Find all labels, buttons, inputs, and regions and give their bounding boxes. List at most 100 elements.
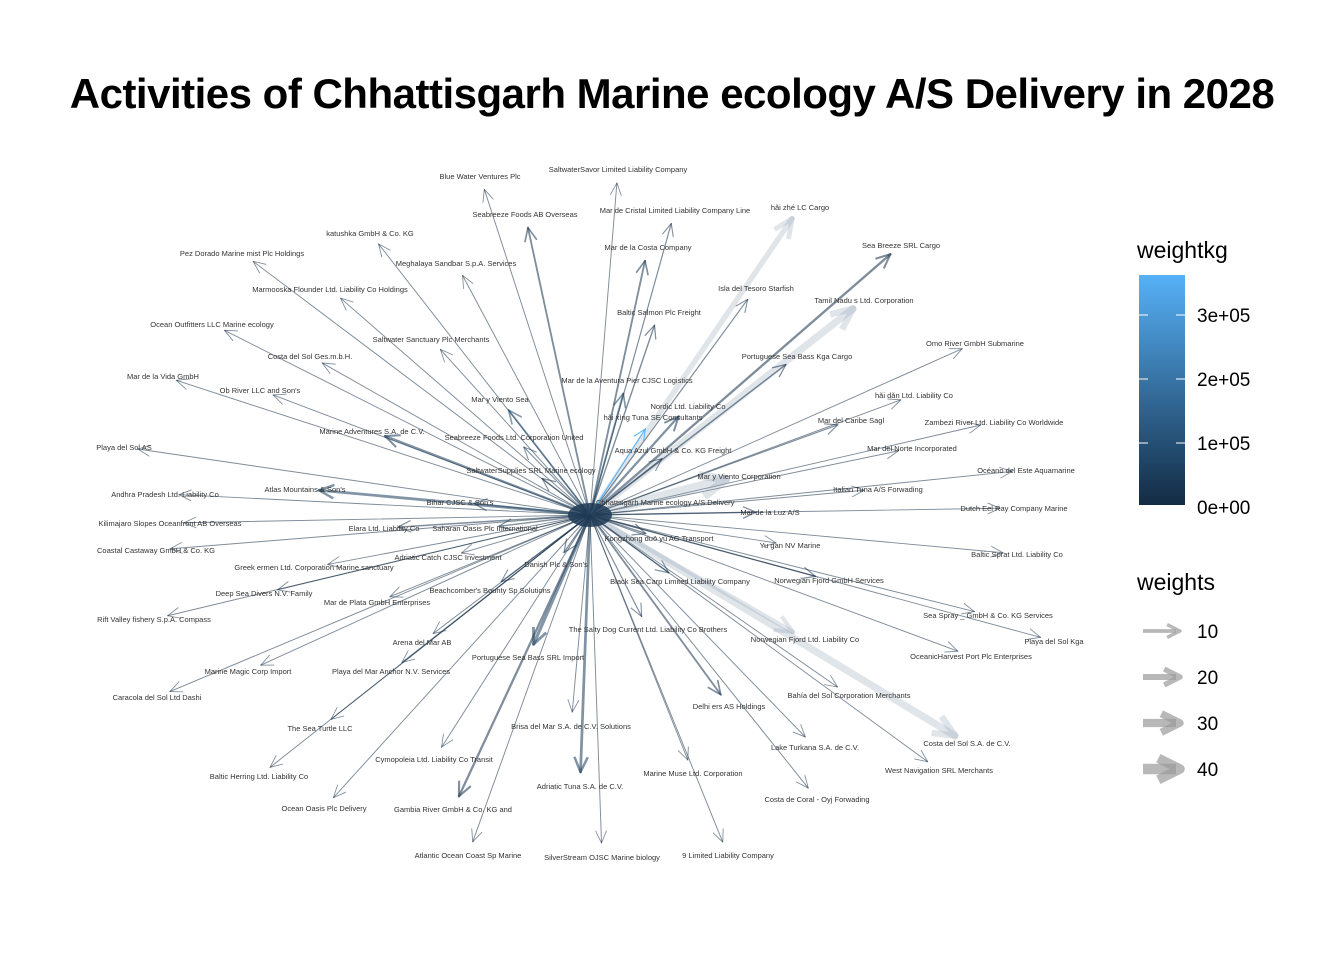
edge-line	[167, 514, 591, 617]
edge-arrowhead	[796, 774, 809, 789]
edge-arrowhead	[773, 216, 795, 240]
node-label: Sea Breeze SRL Cargo	[862, 241, 940, 250]
colorbar-tick-label: 1e+05	[1197, 434, 1250, 455]
edge-line	[483, 188, 591, 516]
edge-19	[175, 378, 591, 516]
edge-arrowhead	[272, 393, 287, 405]
labels-layer: Blue Water Ventures Plc SaltwaterSavor Li…	[96, 165, 1084, 862]
edge-25	[589, 428, 647, 516]
edge-line	[589, 514, 643, 618]
node-label: Baltic Sprat Ltd. Liability Co	[971, 550, 1063, 559]
edge-78	[573, 513, 592, 774]
edge-12	[340, 297, 591, 516]
edge-line	[589, 514, 724, 843]
node-label: Deep Sea Divers N.V. Family	[216, 589, 313, 598]
edge-line	[460, 514, 591, 554]
edge-0	[482, 188, 591, 516]
edge-38	[178, 489, 591, 516]
colorbar-ticks: 0e+00 1e+05 2e+05 3e+05	[1139, 306, 1250, 519]
edge-line	[175, 379, 591, 516]
edge-line	[472, 514, 591, 843]
edge-line	[588, 415, 680, 517]
edge-arrowhead	[317, 483, 335, 500]
edge-line	[441, 514, 591, 748]
edge-arrowhead	[648, 458, 663, 472]
edge-61	[587, 512, 796, 635]
edge-arrowhead	[532, 627, 548, 646]
edge-arrowhead	[524, 226, 538, 243]
edge-arrowhead	[332, 784, 346, 799]
node-label: Greek ermen Ltd. Corporation Marine sanc…	[234, 563, 393, 572]
node-label: Andhra Pradesh Ltd. Liability Co	[111, 490, 219, 499]
node-label: Norwegian Fjord GmbH Services	[774, 576, 884, 585]
node-label: Sea Spray _ GmbH & Co. KG Services	[923, 611, 1053, 620]
edge-line	[589, 424, 981, 516]
edge-79	[332, 514, 591, 799]
edge-48	[460, 514, 591, 556]
edge-arrowhead	[633, 428, 646, 443]
edge-arrowhead	[178, 489, 192, 502]
edge-line	[137, 448, 591, 516]
node-label: Aqua Azul GmbH & Co. KG Freight	[615, 446, 733, 455]
node-label: Meghalaya Sandbar S.p.A. Services	[396, 259, 517, 268]
edge-arrowhead	[735, 298, 749, 313]
edge-arrowhead	[457, 780, 472, 798]
edge-line	[269, 514, 591, 768]
node-label: The Sea Turtle LLC	[287, 724, 353, 733]
edge-68	[169, 514, 591, 693]
edge-arrowhead	[327, 556, 342, 568]
edge-arrowhead	[663, 415, 680, 432]
edge-arrowhead	[471, 828, 483, 843]
edge-arrowhead	[507, 409, 523, 425]
edge-line	[589, 507, 1001, 516]
node-label: Mar del Caribe Sagl	[818, 416, 885, 425]
edge-line	[321, 362, 591, 516]
node-label: Marine Adventures S.A. de C.V.	[319, 427, 424, 436]
edge-arrowhead	[707, 679, 722, 696]
edge-line	[340, 297, 591, 516]
size-key-arrowhead	[1166, 623, 1182, 639]
edge-8	[252, 260, 591, 516]
edge-arrowhead	[567, 699, 580, 713]
edge-line	[589, 514, 1041, 638]
edge-arrowhead	[763, 535, 777, 547]
node-label: SaltwaterSavor Limited Liability Company	[549, 165, 688, 174]
edge-arrowhead	[183, 516, 197, 529]
edge-37	[589, 485, 865, 516]
edge-arrowhead	[378, 243, 391, 258]
node-label: OceanicHarvest Port Plc Enterprises	[910, 652, 1032, 661]
edge-line	[327, 514, 591, 565]
edge-4	[587, 215, 795, 518]
edge-43	[397, 514, 591, 533]
node-label: Blue Water Ventures Plc	[439, 172, 520, 181]
edge-line	[589, 298, 749, 516]
size-legend-keys: 10 20 30 40	[1143, 622, 1218, 785]
node-label: Mar y Viento Corporation	[697, 472, 780, 481]
node-label: Gambia River GmbH & Co. KG and	[394, 805, 512, 814]
edge-arrowhead	[595, 830, 607, 844]
edge-arrowhead	[773, 615, 795, 635]
edge-arrowhead	[224, 329, 239, 342]
edge-arrowhead	[931, 714, 959, 740]
edge-arrowhead	[644, 324, 657, 340]
edge-arrowhead	[792, 724, 806, 738]
node-label: Mar de la Vida GmbH	[127, 372, 199, 381]
node-label: Marine Muse Ltd. Corporation	[643, 769, 742, 778]
edge-69	[589, 514, 722, 696]
edge-73	[589, 514, 806, 738]
edge-line	[589, 259, 646, 516]
edge-49	[589, 514, 1004, 558]
center-node-label: Chhattisgarh Marine ecology A/S Delivery	[596, 498, 735, 507]
edge-arrowhead	[397, 519, 412, 533]
node-label: Mar de la Aventura Pier CJSC Logistics	[561, 376, 692, 385]
node-label: Pez Dorado Marine mist Plc Holdings	[180, 249, 304, 258]
node-label: Black Sea Carp Limited Liability Company	[610, 577, 750, 586]
colorbar-tick-label: 3e+05	[1197, 306, 1250, 327]
edge-line	[589, 514, 959, 652]
node-label: Portuguese Sea Bass Kga Cargo	[742, 352, 853, 361]
node-label: Brisa del Mar S.A. de C.V. Solutions	[511, 722, 631, 731]
node-label: Portuguese Sea Bass SRL Import	[472, 653, 585, 662]
size-key-arrowhead	[1156, 753, 1185, 785]
edge-line	[589, 514, 838, 688]
